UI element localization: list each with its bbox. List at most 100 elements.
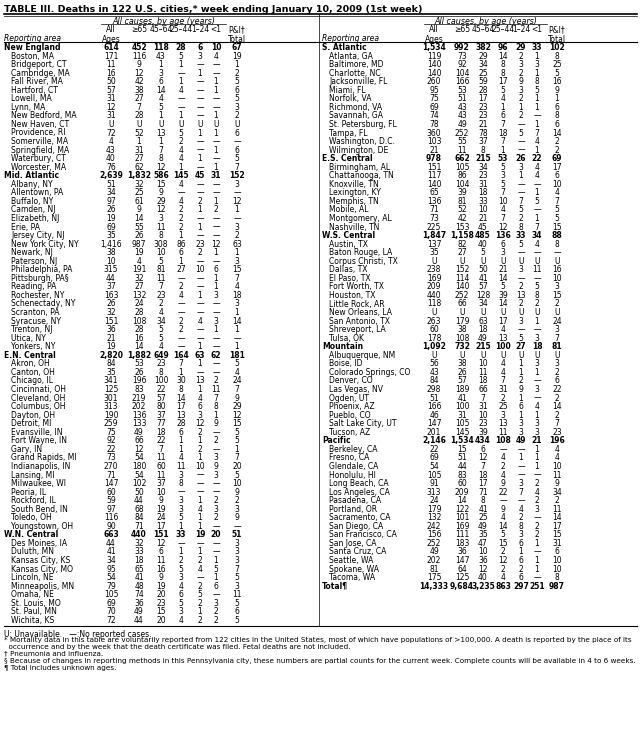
Text: 81: 81	[156, 265, 166, 274]
Text: —: —	[177, 274, 185, 283]
Text: 17: 17	[176, 402, 186, 411]
Text: 17: 17	[478, 479, 488, 488]
Text: —: —	[212, 488, 220, 497]
Text: 3: 3	[519, 530, 524, 539]
Text: 5: 5	[235, 616, 240, 624]
Text: 27: 27	[134, 282, 144, 291]
Text: —: —	[177, 103, 185, 112]
Text: 49: 49	[478, 522, 488, 531]
Text: 1: 1	[519, 103, 523, 112]
Text: Kansas City, MO: Kansas City, MO	[11, 565, 73, 574]
Text: 18: 18	[156, 428, 166, 437]
Text: —: —	[212, 308, 220, 317]
Text: 44: 44	[106, 539, 116, 548]
Text: 3: 3	[519, 419, 524, 428]
Text: 5: 5	[158, 325, 163, 334]
Text: 2: 2	[179, 214, 183, 223]
Text: 22: 22	[532, 154, 542, 163]
Text: 81: 81	[552, 342, 562, 351]
Text: 6: 6	[554, 548, 560, 557]
Text: 119: 119	[427, 52, 441, 61]
Text: Worcester, MA: Worcester, MA	[11, 163, 66, 172]
Text: —: —	[196, 214, 204, 223]
Text: 7: 7	[235, 274, 240, 283]
Text: 73: 73	[457, 52, 467, 61]
Text: 54: 54	[134, 453, 144, 462]
Text: 10: 10	[478, 205, 488, 214]
Text: 11: 11	[212, 385, 221, 394]
Text: U: U	[534, 351, 540, 360]
Text: 1: 1	[554, 94, 560, 103]
Text: 3: 3	[501, 248, 506, 257]
Text: —: —	[517, 188, 525, 197]
Text: 35: 35	[478, 530, 488, 539]
Text: 33: 33	[478, 197, 488, 206]
Text: 10: 10	[552, 274, 562, 283]
Text: 2: 2	[501, 394, 505, 403]
Text: 315: 315	[104, 265, 118, 274]
Text: 1: 1	[535, 565, 539, 574]
Text: 1: 1	[535, 94, 539, 103]
Text: 15: 15	[552, 530, 562, 539]
Text: 29: 29	[516, 43, 526, 52]
Text: Reporting area: Reporting area	[4, 34, 61, 43]
Text: 1: 1	[535, 462, 539, 471]
Text: San Jose, CA: San Jose, CA	[329, 539, 376, 548]
Text: 39: 39	[457, 188, 467, 197]
Text: 1: 1	[535, 69, 539, 78]
Text: 7: 7	[158, 445, 163, 454]
Text: 62: 62	[134, 163, 144, 172]
Text: 91: 91	[429, 479, 439, 488]
Text: 8: 8	[535, 291, 539, 300]
Text: —: —	[517, 496, 525, 505]
Text: 5: 5	[235, 77, 240, 86]
Text: 69: 69	[552, 154, 562, 163]
Text: 8: 8	[535, 77, 539, 86]
Text: 452: 452	[131, 43, 147, 52]
Text: 23: 23	[156, 599, 166, 608]
Text: 3: 3	[519, 163, 524, 172]
Text: 27: 27	[134, 94, 144, 103]
Text: 4: 4	[197, 505, 203, 514]
Text: 1: 1	[519, 394, 523, 403]
Text: 3: 3	[519, 60, 524, 69]
Text: Phoenix, AZ: Phoenix, AZ	[329, 402, 374, 411]
Text: 3: 3	[535, 385, 540, 394]
Text: 382: 382	[475, 43, 491, 52]
Text: 3: 3	[179, 496, 183, 505]
Text: Syracuse, NY: Syracuse, NY	[11, 317, 61, 326]
Text: 49: 49	[429, 548, 439, 557]
Text: 15: 15	[498, 539, 508, 548]
Text: 22: 22	[553, 385, 562, 394]
Text: 28: 28	[134, 111, 144, 120]
Text: 434: 434	[475, 436, 491, 445]
Text: 1: 1	[197, 453, 203, 462]
Text: 1: 1	[535, 445, 539, 454]
Text: 4: 4	[535, 137, 540, 146]
Text: 7: 7	[535, 128, 540, 137]
Text: 3: 3	[554, 282, 560, 291]
Text: 196: 196	[549, 436, 565, 445]
Text: U: U	[431, 351, 437, 360]
Text: 4: 4	[235, 282, 240, 291]
Text: 1: 1	[213, 282, 219, 291]
Text: St. Paul, MN: St. Paul, MN	[11, 607, 57, 616]
Text: 225: 225	[427, 223, 441, 232]
Text: Pueblo, CO: Pueblo, CO	[329, 411, 370, 420]
Text: 9: 9	[137, 60, 142, 69]
Text: Springfield, MA: Springfield, MA	[11, 146, 69, 155]
Text: 1: 1	[197, 69, 203, 78]
Text: 67: 67	[231, 43, 242, 52]
Text: Philadelphia, PA: Philadelphia, PA	[11, 265, 72, 274]
Text: —: —	[196, 325, 204, 334]
Text: 190: 190	[104, 411, 118, 420]
Text: 26: 26	[516, 154, 526, 163]
Text: —: —	[553, 248, 561, 257]
Text: 80: 80	[156, 402, 166, 411]
Text: —: —	[233, 334, 241, 343]
Text: 12: 12	[196, 419, 204, 428]
Text: —: —	[196, 137, 204, 146]
Text: U: U	[519, 351, 524, 360]
Text: 5: 5	[519, 205, 524, 214]
Text: 72: 72	[106, 616, 116, 624]
